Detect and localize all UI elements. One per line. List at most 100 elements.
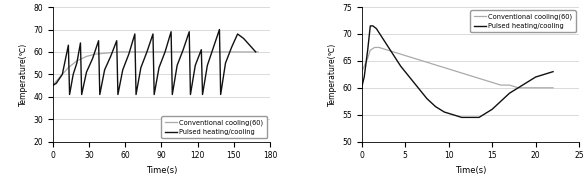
Pulsed heating/cooling [107,55,114,58]
Conventional cooling(60) [230,51,238,53]
Pulsed heating/cooling [113,40,121,42]
Pulsed heating/cooling [361,76,368,78]
Pulsed heating/cooling [480,114,487,116]
Conventional cooling(60) [401,55,408,57]
Pulsed heating/cooling [210,46,217,48]
Pulsed heating/cooling [228,46,235,48]
Pulsed heating/cooling [252,51,259,53]
Pulsed heating/cooling [185,31,192,33]
Conventional cooling(60) [541,87,548,89]
Pulsed heating/cooling [101,69,108,71]
Conventional cooling(60) [524,87,531,89]
Pulsed heating/cooling [119,69,126,71]
Conventional cooling(60) [428,62,435,65]
Pulsed heating/cooling [156,67,163,69]
Pulsed heating/cooling [216,28,223,31]
Pulsed heating/cooling [388,52,395,54]
Pulsed heating/cooling [541,73,548,75]
Conventional cooling(60) [480,79,487,81]
Pulsed heating/cooling [204,64,211,66]
Line: Pulsed heating/cooling: Pulsed heating/cooling [53,30,256,95]
Legend: Conventional cooling(60), Pulsed heating/cooling: Conventional cooling(60), Pulsed heating… [470,10,576,32]
Y-axis label: Temperature(℃): Temperature(℃) [19,43,27,106]
Pulsed heating/cooling [234,33,241,35]
Pulsed heating/cooling [415,87,422,89]
Conventional cooling(60) [170,51,177,53]
Pulsed heating/cooling [515,87,522,89]
Conventional cooling(60) [376,46,383,48]
Pulsed heating/cooling [458,116,465,118]
Pulsed heating/cooling [198,49,205,51]
Pulsed heating/cooling [524,81,531,84]
Pulsed heating/cooling [222,62,229,64]
Pulsed heating/cooling [406,76,413,78]
Pulsed heating/cooling [167,31,174,33]
Pulsed heating/cooling [367,25,374,27]
Line: Conventional cooling(60): Conventional cooling(60) [362,47,553,88]
Pulsed heating/cooling [137,67,144,69]
Legend: Conventional cooling(60), Pulsed heating/cooling: Conventional cooling(60), Pulsed heating… [161,116,267,138]
Conventional cooling(60) [419,60,426,62]
Conventional cooling(60) [128,51,135,53]
Pulsed heating/cooling [246,44,253,46]
Conventional cooling(60) [497,84,504,86]
Pulsed heating/cooling [506,92,513,94]
Conventional cooling(60) [91,53,98,55]
Pulsed heating/cooling [115,93,122,96]
Pulsed heating/cooling [424,98,431,100]
Pulsed heating/cooling [441,111,448,113]
Pulsed heating/cooling [358,87,365,89]
Pulsed heating/cooling [187,93,194,96]
Pulsed heating/cooling [380,38,387,40]
Conventional cooling(60) [393,52,400,54]
Pulsed heating/cooling [364,49,371,51]
Pulsed heating/cooling [65,44,72,46]
Conventional cooling(60) [488,81,495,84]
Pulsed heating/cooling [369,25,376,27]
Conventional cooling(60) [454,71,461,73]
Pulsed heating/cooling [125,53,132,55]
Pulsed heating/cooling [199,93,206,96]
Pulsed heating/cooling [192,64,199,66]
Pulsed heating/cooling [476,116,483,118]
Pulsed heating/cooling [488,108,495,110]
Pulsed heating/cooling [532,76,539,78]
Conventional cooling(60) [506,84,513,86]
Pulsed heating/cooling [143,51,150,53]
Conventional cooling(60) [515,87,522,89]
Pulsed heating/cooling [133,93,140,96]
Pulsed heating/cooling [449,114,456,116]
X-axis label: Time(s): Time(s) [455,166,486,175]
Conventional cooling(60) [53,80,60,82]
Conventional cooling(60) [116,51,123,53]
Conventional cooling(60) [367,49,374,51]
Pulsed heating/cooling [89,58,96,60]
Conventional cooling(60) [254,51,261,53]
Pulsed heating/cooling [149,33,156,35]
Conventional cooling(60) [532,87,539,89]
Conventional cooling(60) [65,67,72,69]
Pulsed heating/cooling [66,93,73,96]
Conventional cooling(60) [436,65,443,67]
Line: Pulsed heating/cooling: Pulsed heating/cooling [362,26,553,117]
Conventional cooling(60) [471,76,478,78]
Conventional cooling(60) [73,60,80,62]
Conventional cooling(60) [49,84,56,87]
Pulsed heating/cooling [373,28,380,30]
Pulsed heating/cooling [463,116,470,118]
Pulsed heating/cooling [97,93,104,96]
Pulsed heating/cooling [151,93,158,96]
Pulsed heating/cooling [70,73,77,75]
Conventional cooling(60) [463,73,470,75]
Pulsed heating/cooling [217,93,224,96]
Conventional cooling(60) [410,57,417,59]
Pulsed heating/cooling [240,37,247,39]
Y-axis label: Temperature(℃): Temperature(℃) [328,43,336,106]
Conventional cooling(60) [104,52,111,54]
Pulsed heating/cooling [549,71,556,73]
Pulsed heating/cooling [161,51,168,53]
Pulsed heating/cooling [397,65,404,67]
Pulsed heating/cooling [77,42,84,44]
Pulsed heating/cooling [174,64,181,66]
Conventional cooling(60) [371,46,378,48]
